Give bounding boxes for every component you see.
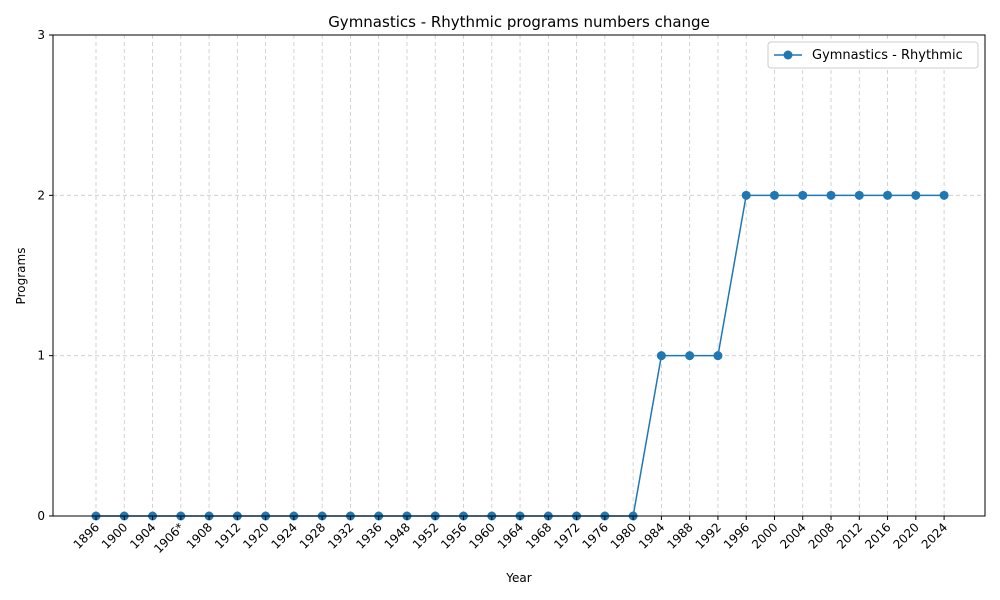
x-tick-label: 2016 (862, 520, 893, 551)
y-tick-label: 2 (37, 188, 45, 202)
y-axis-label: Programs (14, 248, 28, 305)
x-axis-label: Year (505, 571, 531, 585)
chart-title: Gymnastics - Rhythmic programs numbers c… (328, 13, 710, 31)
x-tick-label: 1956 (438, 520, 469, 551)
x-tick-label: 1992 (693, 520, 724, 551)
legend: Gymnastics - Rhythmic (767, 41, 979, 69)
legend-box (767, 41, 979, 69)
x-tick-label: 1912 (212, 520, 243, 551)
data-point (656, 351, 666, 361)
data-point (883, 190, 893, 200)
x-tick-label: 2000 (749, 520, 780, 551)
y-tick-label: 1 (37, 349, 45, 363)
x-tick-label: 1936 (353, 520, 384, 551)
x-tick-label: 1964 (495, 520, 526, 551)
x-tick-label: 2012 (834, 520, 865, 551)
x-tick-label: 1924 (269, 520, 300, 551)
x-tick-label: 1952 (410, 520, 441, 551)
x-tick-label: 1906* (151, 520, 187, 556)
data-point (741, 190, 751, 200)
y-axis-ticks: 0 1 2 3 (37, 28, 53, 523)
x-tick-label: 1976 (579, 520, 610, 551)
data-point (769, 190, 779, 200)
legend-marker-swatch (783, 50, 793, 60)
data-point (713, 351, 723, 361)
data-point (911, 190, 921, 200)
x-tick-label: 1968 (523, 520, 554, 551)
x-tick-label: 1984 (636, 520, 667, 551)
legend-entry-label: Gymnastics - Rhythmic (812, 48, 963, 63)
x-tick-label: 1900 (99, 520, 130, 551)
x-axis-ticks: 1896190019041906*19081912192019241928193… (71, 516, 950, 556)
x-tick-label: 1908 (184, 520, 215, 551)
grid-lines (53, 35, 985, 516)
data-point (685, 351, 695, 361)
x-tick-label: 2008 (806, 520, 837, 551)
x-tick-label: 1948 (382, 520, 413, 551)
x-tick-label: 1928 (297, 520, 328, 551)
data-point (798, 190, 808, 200)
y-tick-label: 0 (37, 509, 45, 523)
data-point (939, 190, 949, 200)
data-point (826, 190, 836, 200)
x-tick-label: 2024 (919, 520, 950, 551)
x-tick-label: 1980 (608, 520, 639, 551)
x-tick-label: 1896 (71, 520, 102, 551)
x-tick-label: 1972 (551, 520, 582, 551)
x-tick-label: 1988 (664, 520, 695, 551)
y-tick-label: 3 (37, 28, 45, 42)
x-tick-label: 2020 (890, 520, 921, 551)
data-point (854, 190, 864, 200)
plot-frame (52, 34, 986, 517)
x-tick-label: 2004 (777, 520, 808, 551)
x-tick-label: 1920 (240, 520, 271, 551)
x-tick-label: 1932 (325, 520, 356, 551)
x-tick-label: 1996 (721, 520, 752, 551)
x-tick-label: 1960 (466, 520, 497, 551)
